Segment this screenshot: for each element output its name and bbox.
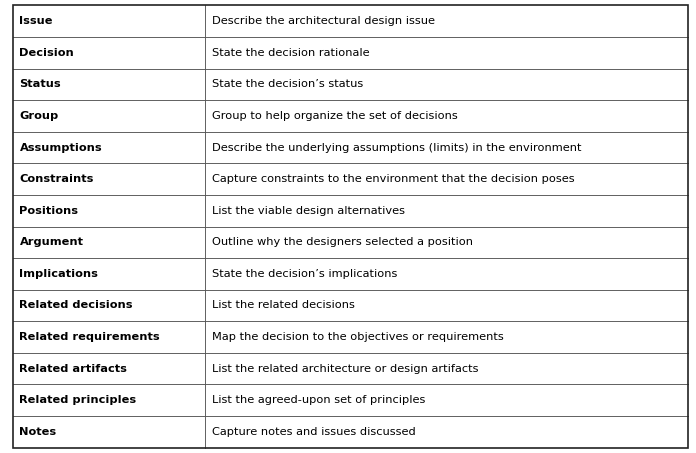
Text: List the related decisions: List the related decisions	[212, 300, 355, 310]
Text: Constraints: Constraints	[19, 174, 94, 184]
Text: List the viable design alternatives: List the viable design alternatives	[212, 206, 405, 216]
Text: State the decision’s implications: State the decision’s implications	[212, 269, 397, 279]
Text: State the decision rationale: State the decision rationale	[212, 48, 370, 58]
Text: Group to help organize the set of decisions: Group to help organize the set of decisi…	[212, 111, 458, 121]
Text: Assumptions: Assumptions	[19, 143, 102, 153]
Text: Map the decision to the objectives or requirements: Map the decision to the objectives or re…	[212, 332, 504, 342]
Text: Capture constraints to the environment that the decision poses: Capture constraints to the environment t…	[212, 174, 574, 184]
Text: Decision: Decision	[19, 48, 74, 58]
Text: List the agreed-upon set of principles: List the agreed-upon set of principles	[212, 395, 425, 405]
Text: Group: Group	[19, 111, 58, 121]
Text: Issue: Issue	[19, 16, 53, 26]
Text: List the related architecture or design artifacts: List the related architecture or design …	[212, 364, 478, 374]
Text: Describe the underlying assumptions (limits) in the environment: Describe the underlying assumptions (lim…	[212, 143, 581, 153]
Text: Capture notes and issues discussed: Capture notes and issues discussed	[212, 427, 416, 437]
Text: State the decision’s status: State the decision’s status	[212, 79, 363, 89]
Text: Related requirements: Related requirements	[19, 332, 160, 342]
Text: Implications: Implications	[19, 269, 98, 279]
Text: Argument: Argument	[19, 237, 84, 247]
Text: Status: Status	[19, 79, 61, 89]
Text: Related artifacts: Related artifacts	[19, 364, 127, 374]
Text: Notes: Notes	[19, 427, 56, 437]
Text: Outline why the designers selected a position: Outline why the designers selected a pos…	[212, 237, 473, 247]
Text: Describe the architectural design issue: Describe the architectural design issue	[212, 16, 435, 26]
Text: Related principles: Related principles	[19, 395, 136, 405]
Text: Related decisions: Related decisions	[19, 300, 133, 310]
Text: Positions: Positions	[19, 206, 79, 216]
